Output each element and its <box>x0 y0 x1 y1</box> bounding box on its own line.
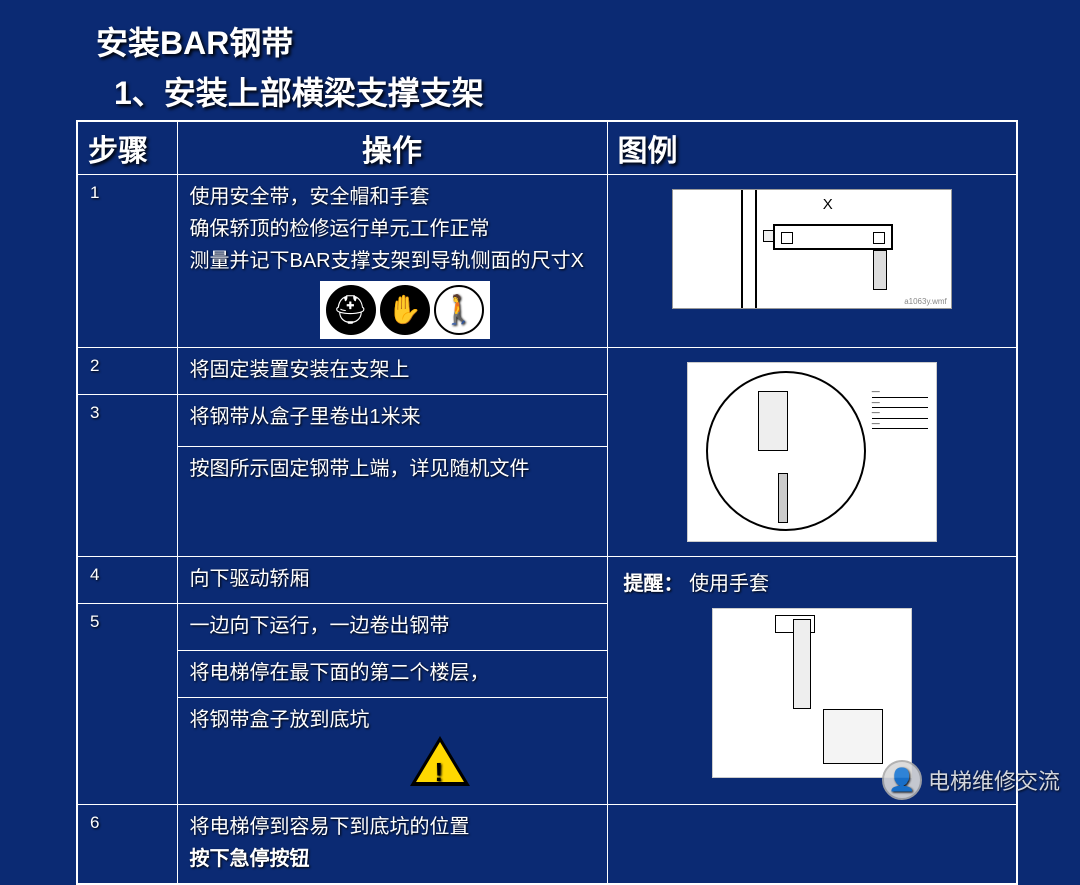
operation-cell: 使用安全带，安全帽和手套 确保轿顶的检修运行单元工作正常 测量并记下BAR支撑支… <box>177 175 607 348</box>
operation-cell: 将固定装置安装在支架上 <box>177 348 607 395</box>
operation-cell: 向下驱动轿厢 <box>177 557 607 604</box>
reminder-value: 使用手套 <box>689 573 769 595</box>
operation-cell: 将钢带盒子放到底坑 ! <box>177 698 607 805</box>
operation-cell: 将钢带从盒子里卷出1米来 <box>177 395 607 447</box>
table-row: 6 将电梯停到容易下到底坑的位置 按下急停按钮 <box>77 805 1017 885</box>
step-number: 6 <box>77 805 177 885</box>
procedure-table: 步骤 操作 图例 1 使用安全带，安全帽和手套 确保轿顶的检修运行单元工作正常 … <box>76 120 1018 885</box>
operation-cell: 将电梯停在最下面的第二个楼层， <box>177 651 607 698</box>
op-line-bold: 按下急停按钮 <box>190 843 595 875</box>
step-number: 1 <box>77 175 177 348</box>
watermark: 👤 电梯维修交流 <box>882 760 1060 800</box>
helmet-icon: ⛑ <box>326 285 376 335</box>
figure-filename: a1063y.wmf <box>904 297 947 306</box>
figure-cell: ———— <box>607 348 1017 557</box>
figure-cell <box>607 805 1017 885</box>
reminder-text: 提醒： 使用手套 <box>616 565 1009 602</box>
table-row: 4 向下驱动轿厢 提醒： 使用手套 <box>77 557 1017 604</box>
avatar-icon: 👤 <box>882 760 922 800</box>
operation-cell: 按图所示固定钢带上端，详见随机文件 <box>177 447 607 557</box>
col-header-operation: 操作 <box>177 121 607 175</box>
step-number: 5 <box>77 604 177 805</box>
op-line: 使用安全带，安全帽和手套 <box>190 181 595 213</box>
col-header-figure: 图例 <box>607 121 1017 175</box>
watermark-text: 电梯维修交流 <box>928 764 1060 796</box>
op-line: 将电梯停到容易下到底坑的位置 <box>190 811 595 843</box>
step-number: 4 <box>77 557 177 604</box>
page-sub-title: 1、安装上部横梁支撑支架 <box>0 68 1080 120</box>
page-main-title: 安装BAR钢带 <box>0 0 1080 68</box>
diagram-bracket-x: X a1063y.wmf <box>672 189 952 309</box>
op-line: 确保轿顶的检修运行单元工作正常 <box>190 213 595 245</box>
warning-icon: ! <box>410 736 470 786</box>
diagram-fixing-detail: ———— <box>687 362 937 542</box>
gloves-icon: ✋ <box>380 285 430 335</box>
person-icon: 🚶 <box>434 285 484 335</box>
operation-cell: 一边向下运行，一边卷出钢带 <box>177 604 607 651</box>
dimension-x-label: X <box>823 196 833 213</box>
table-row: 1 使用安全带，安全帽和手套 确保轿顶的检修运行单元工作正常 测量并记下BAR支… <box>77 175 1017 348</box>
op-line: 测量并记下BAR支撑支架到导轨侧面的尺寸X <box>190 245 595 277</box>
reminder-label: 提醒： <box>624 573 684 595</box>
diagram-gloves <box>712 608 912 778</box>
step-number: 2 <box>77 348 177 395</box>
safety-icons: ⛑ ✋ 🚶 <box>320 281 490 339</box>
figure-cell: X a1063y.wmf <box>607 175 1017 348</box>
col-header-step: 步骤 <box>77 121 177 175</box>
table-row: 2 将固定装置安装在支架上 ———— <box>77 348 1017 395</box>
operation-cell: 将电梯停到容易下到底坑的位置 按下急停按钮 <box>177 805 607 885</box>
op-line: 将钢带盒子放到底坑 <box>190 709 370 731</box>
step-number: 3 <box>77 395 177 557</box>
